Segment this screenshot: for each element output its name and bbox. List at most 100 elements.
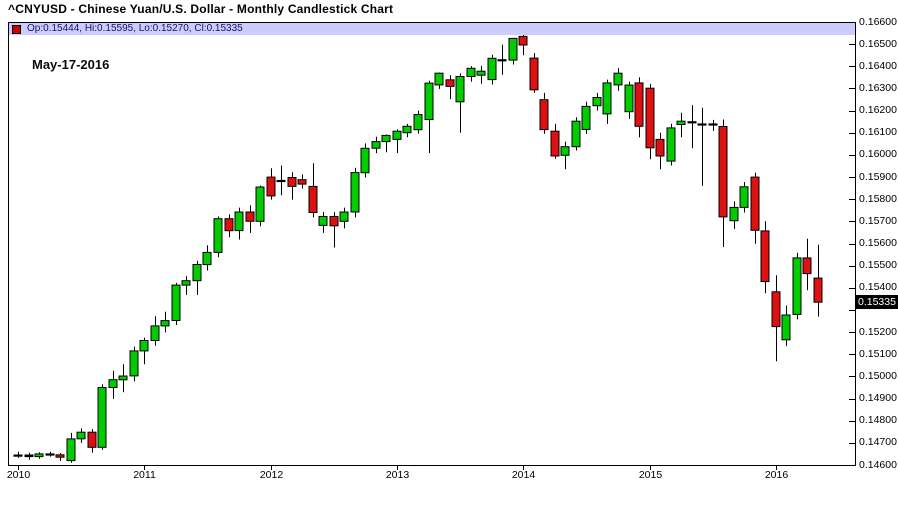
candle-body [213,218,223,253]
candle-body [360,147,370,174]
candle-2015-01 [645,84,655,160]
candle-2015-05 [687,105,697,149]
candle-2014-11 [624,81,634,119]
candle-body [392,130,402,140]
last-price-tag: 0.15335 [856,295,898,310]
candle-2011-02 [150,316,160,346]
chart-title: ^CNYUSD - Chinese Yuan/U.S. Dollar - Mon… [8,2,394,16]
candle-body [76,431,86,440]
candle-2013-08 [466,66,476,82]
candle-body [150,325,160,341]
candle-2015-12 [760,221,770,294]
x-axis-label: 2010 [6,469,31,481]
candle-2013-01 [392,129,402,154]
candle-body [666,127,676,162]
y-axis-label: 0.16300 [859,81,897,94]
candle-body [739,186,749,208]
candle-body [181,280,191,286]
candle-body [66,438,76,462]
candle-2014-01 [518,34,528,56]
candle-body [287,177,297,187]
candle-2012-06 [318,212,328,233]
candle-2011-04 [171,282,181,325]
candle-body [402,125,412,134]
candle-body [129,350,139,377]
y-axis-label: 0.15500 [859,259,897,272]
candle-2012-07 [329,212,339,248]
candle-body [581,105,591,130]
candle-body [139,340,149,352]
candle-body [118,375,128,381]
candle-2010-03 [34,452,44,459]
candle-2011-09 [224,214,234,238]
candle-body [318,216,328,226]
x-axis-label: 2012 [259,469,284,481]
candle-2012-03 [287,172,297,200]
candle-2012-12 [381,134,391,153]
candle-body [171,284,181,322]
y-axis-label: 0.15000 [859,369,897,382]
ohlc-readout: Op:0.15444, Hi:0.15595, Lo:0.15270, Cl:0… [27,23,243,34]
candle-body [718,126,728,218]
candle-body [434,72,444,86]
candle-body [202,251,212,266]
candle-body [497,59,507,62]
candle-2010-12 [129,346,139,382]
candle-body [24,454,34,458]
x-axis-label: 2015 [638,469,663,481]
candle-2011-05 [181,276,191,295]
candle-2015-04 [676,112,686,138]
candle-2012-01 [266,168,276,200]
candle-body [413,114,423,131]
candle-2010-10 [108,370,118,399]
candle-2015-03 [666,123,676,166]
candle-2011-12 [255,185,265,227]
candle-body [729,206,739,222]
candle-body [234,211,244,232]
x-axis-label: 2011 [133,469,156,481]
candle-2016-04 [802,238,812,291]
candle-body [634,82,644,127]
candle-body [108,379,118,389]
y-axis-label: 0.16400 [859,59,897,72]
candle-2010-11 [118,364,128,393]
y-axis-label: 0.16100 [859,126,897,139]
candle-body [308,185,318,213]
candle-2010-04 [45,451,55,457]
candle-body [571,120,581,148]
candle-body [802,257,812,275]
y-axis-label: 0.15800 [859,192,897,205]
candle-2011-03 [160,311,170,333]
candle-body [45,453,55,456]
candle-2014-05 [560,141,570,170]
candle-2012-09 [350,167,360,218]
candle-body [781,314,791,341]
candle-2015-08 [718,119,728,247]
candle-2011-08 [213,216,223,258]
y-axis-label: 0.15900 [859,170,897,183]
candle-body [529,57,539,91]
candle-body [339,211,349,222]
candle-body [466,67,476,78]
y-axis-label: 0.15200 [859,325,897,338]
candle-2013-09 [476,65,486,84]
candle-2012-02 [276,165,286,196]
y-axis-label: 0.15700 [859,214,897,227]
candle-body [371,141,381,149]
candle-body [476,70,486,76]
candle-body [655,138,665,157]
candle-2012-05 [308,163,318,218]
legend-swatch-icon [12,24,21,34]
candle-2010-08 [87,429,97,453]
candle-body [539,99,549,131]
candle-body [613,72,623,86]
candle-body [160,320,170,327]
candle-body [518,35,528,46]
candle-2011-11 [245,205,255,233]
candle-body [266,176,276,197]
candle-2012-10 [360,143,370,178]
y-axis-label: 0.16200 [859,104,897,117]
candle-body [55,454,65,458]
